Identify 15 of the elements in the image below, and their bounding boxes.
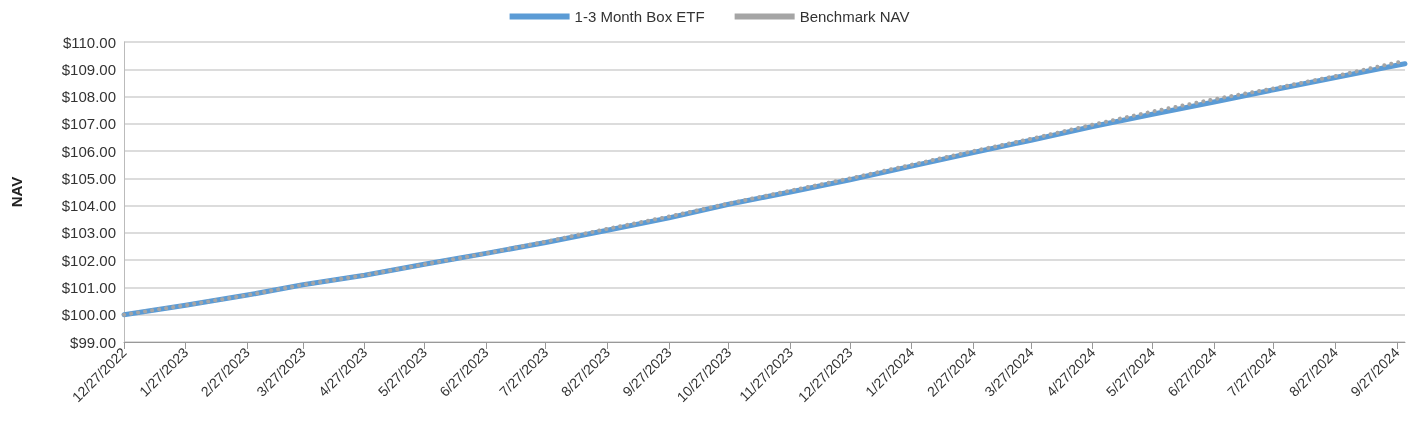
y-tick-label: $100.00 xyxy=(61,306,116,324)
y-tick-label: $102.00 xyxy=(61,251,116,269)
y-tick-label: $105.00 xyxy=(61,169,116,187)
legend-label: Benchmark NAV xyxy=(799,8,910,25)
y-tick-label: $107.00 xyxy=(61,115,116,133)
y-tick-label: $99.00 xyxy=(70,333,116,351)
legend-label: 1-3 Month Box ETF xyxy=(574,8,705,25)
y-tick-label: $108.00 xyxy=(61,88,116,106)
y-tick-label: $104.00 xyxy=(61,197,116,215)
y-tick-label: $109.00 xyxy=(61,60,116,78)
y-axis-title: NAV xyxy=(8,176,25,208)
y-tick-label: $101.00 xyxy=(61,278,116,296)
y-tick-label: $110.00 xyxy=(62,33,116,51)
y-tick-label: $106.00 xyxy=(61,142,116,160)
y-tick-label: $103.00 xyxy=(61,224,116,242)
